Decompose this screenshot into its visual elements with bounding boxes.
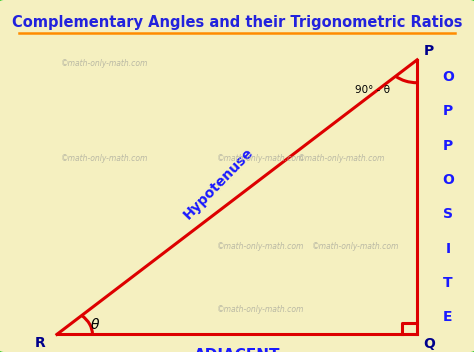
Text: θ: θ xyxy=(91,318,99,332)
Text: O: O xyxy=(442,173,454,187)
Text: ©math-only-math.com: ©math-only-math.com xyxy=(217,242,304,251)
Text: Complementary Angles and their Trigonometric Ratios: Complementary Angles and their Trigonome… xyxy=(12,15,462,30)
Text: P: P xyxy=(424,44,434,58)
Text: ADJACENT: ADJACENT xyxy=(194,348,280,352)
Text: S: S xyxy=(443,207,453,221)
Text: P: P xyxy=(443,139,453,153)
Text: ©math-only-math.com: ©math-only-math.com xyxy=(217,305,304,314)
Text: ©math-only-math.com: ©math-only-math.com xyxy=(61,154,148,163)
Text: E: E xyxy=(443,310,453,324)
Text: ©math-only-math.com: ©math-only-math.com xyxy=(312,242,399,251)
Text: I: I xyxy=(446,241,450,256)
Text: R: R xyxy=(35,336,46,350)
Text: ©math-only-math.com: ©math-only-math.com xyxy=(298,154,385,163)
Text: T: T xyxy=(443,276,453,290)
Text: ©math-only-math.com: ©math-only-math.com xyxy=(217,154,304,163)
Text: Q: Q xyxy=(423,337,435,351)
Text: O: O xyxy=(442,70,454,84)
Text: P: P xyxy=(443,104,453,118)
Text: Hypotenuse: Hypotenuse xyxy=(181,145,256,222)
Text: 90° - θ: 90° - θ xyxy=(355,85,390,95)
Text: ©math-only-math.com: ©math-only-math.com xyxy=(61,59,148,68)
